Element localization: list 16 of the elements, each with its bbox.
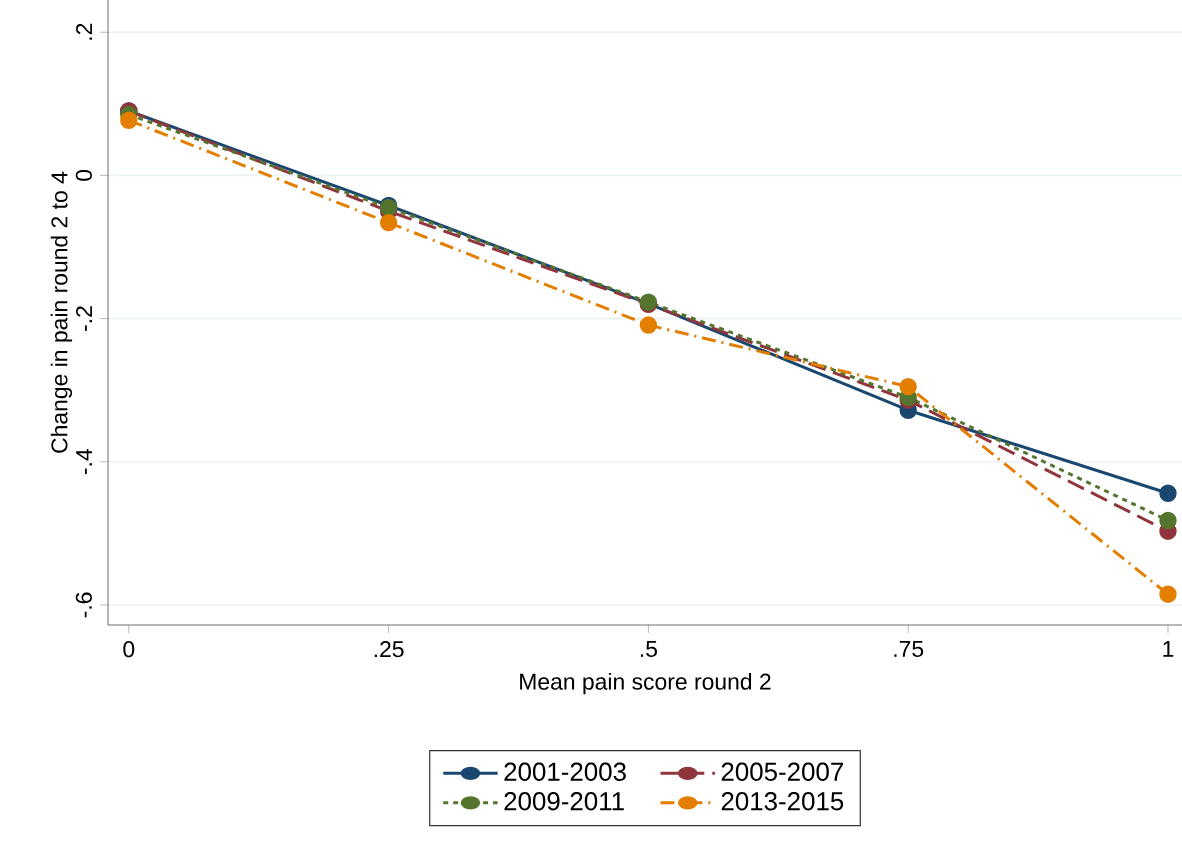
legend-label: 2001-2003	[504, 762, 626, 781]
y-tick-label: .2	[75, 23, 92, 40]
legend-label: 2013-2015	[721, 792, 844, 811]
y-tick-label: -.4	[76, 449, 92, 475]
legend-label: 2005-2007	[721, 762, 843, 781]
y-tick-label: -.6	[75, 592, 92, 618]
x-tick-label: .75	[894, 641, 924, 658]
x-tick-label: .5	[640, 641, 657, 658]
legend-label: 2009-2011	[504, 792, 624, 811]
x-tick-label: 0	[123, 641, 135, 658]
y-axis-title: Change in pain round 2 to 4	[50, 171, 73, 453]
x-tick-label: .25	[374, 641, 404, 658]
y-tick-label: 0	[75, 169, 92, 181]
x-axis-title: Mean pain score round 2	[520, 672, 771, 695]
x-tick-label: 1	[1163, 641, 1174, 657]
y-tick-label: -.2	[75, 306, 92, 331]
